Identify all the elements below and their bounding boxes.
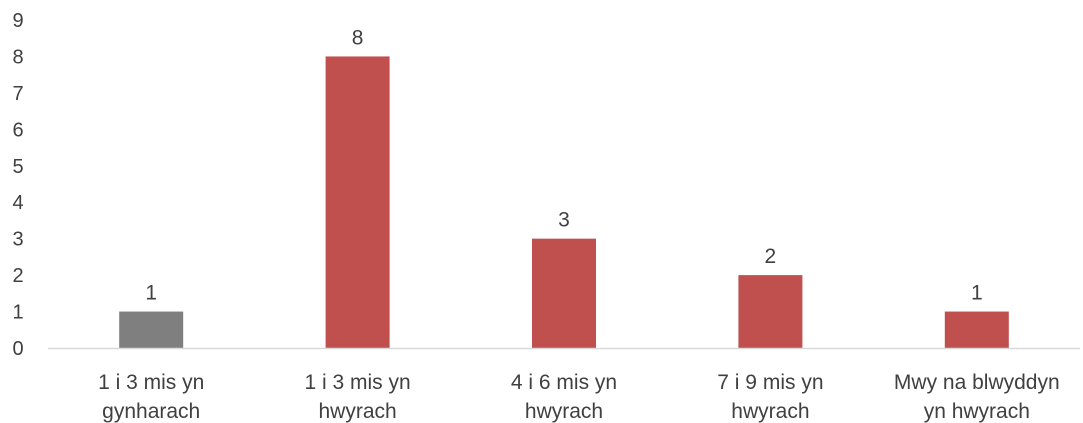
x-category-label: 1 i 3 mis yn bbox=[304, 371, 410, 394]
data-labels: 1 8 3 2 1 bbox=[145, 26, 982, 304]
bar bbox=[532, 238, 596, 348]
data-label: 1 bbox=[145, 282, 157, 305]
y-tick-label: 9 bbox=[12, 10, 23, 32]
bar bbox=[944, 311, 1009, 348]
x-category-label: hwyrach bbox=[318, 400, 396, 423]
x-category-label: 7 i 9 mis yn bbox=[717, 371, 823, 394]
y-tick-label: 5 bbox=[12, 156, 23, 178]
bars bbox=[119, 56, 1009, 348]
y-tick-label: 2 bbox=[12, 265, 23, 287]
bar bbox=[325, 56, 390, 348]
data-label: 8 bbox=[352, 26, 364, 49]
x-category-label: 4 i 6 mis yn bbox=[511, 371, 617, 394]
y-tick-label: 3 bbox=[12, 229, 23, 251]
x-axis-categories: 1 i 3 mis yn gynharach 1 i 3 mis yn hwyrach… bbox=[98, 371, 1060, 423]
data-label: 1 bbox=[971, 282, 983, 305]
y-tick-label: 4 bbox=[12, 192, 23, 214]
y-tick-label: 1 bbox=[12, 302, 23, 324]
bar bbox=[738, 275, 803, 348]
y-tick-label: 6 bbox=[12, 119, 23, 141]
y-tick-label: 0 bbox=[12, 338, 23, 360]
x-category-label: Mwy na blwyddyn bbox=[894, 371, 1060, 394]
data-label: 3 bbox=[558, 209, 570, 232]
x-category-label: hwyrach bbox=[731, 400, 809, 423]
y-tick-label: 7 bbox=[12, 83, 23, 105]
data-label: 2 bbox=[765, 245, 777, 268]
y-tick-label: 8 bbox=[12, 46, 23, 68]
x-category-label: gynharach bbox=[102, 400, 200, 423]
y-axis-ticks: 0 1 2 3 4 5 6 7 8 9 bbox=[12, 10, 23, 360]
bar bbox=[119, 311, 184, 348]
x-category-label: yn hwyrach bbox=[924, 400, 1030, 423]
x-category-label: hwyrach bbox=[525, 400, 603, 423]
x-category-label: 1 i 3 mis yn bbox=[98, 371, 204, 394]
